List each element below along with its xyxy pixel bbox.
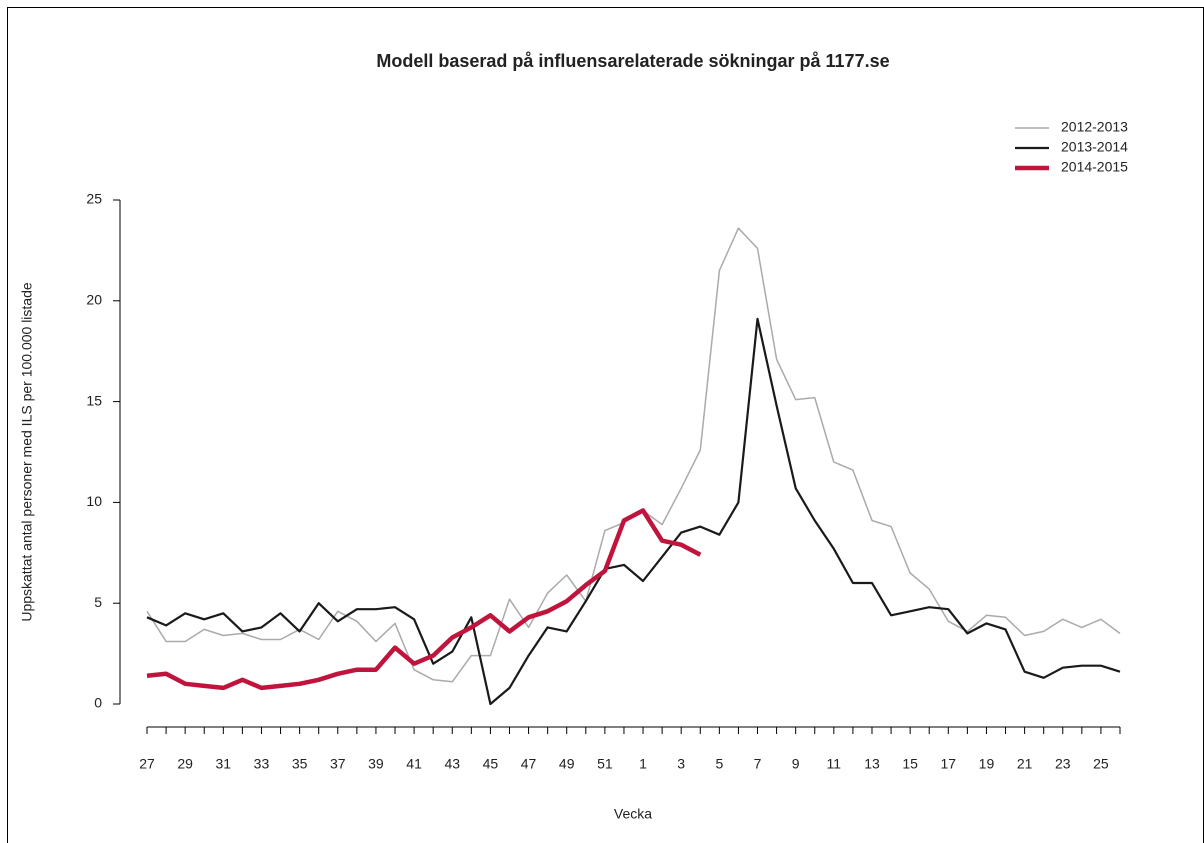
x-tick-label: 47 [521, 756, 537, 772]
x-tick-label: 13 [864, 756, 880, 772]
x-tick-label: 3 [677, 756, 685, 772]
legend-label: 2012-2013 [1061, 119, 1128, 135]
y-tick-label: 5 [94, 594, 102, 610]
x-tick-label: 19 [979, 756, 995, 772]
x-tick-label: 25 [1093, 756, 1109, 772]
x-tick-label: 45 [483, 756, 499, 772]
x-tick-label: 7 [754, 756, 762, 772]
x-tick-label: 41 [406, 756, 422, 772]
x-tick-label: 11 [827, 756, 842, 772]
x-tick-label: 35 [292, 756, 308, 772]
x-tick-label: 23 [1055, 756, 1071, 772]
series-line [146, 227, 1121, 683]
x-tick-label: 9 [792, 756, 800, 772]
x-axis-label: Vecka [614, 806, 652, 822]
series-line [146, 508, 702, 691]
y-tick-label: 10 [86, 493, 102, 509]
legend-label: 2014-2015 [1061, 159, 1128, 175]
x-tick-label: 21 [1017, 756, 1033, 772]
x-tick-label: 49 [559, 756, 575, 772]
legend-label: 2013-2014 [1061, 139, 1128, 155]
x-tick-label: 37 [330, 756, 346, 772]
chart-title: Modell baserad på influensarelaterade sö… [376, 51, 889, 71]
x-tick-label: 51 [597, 756, 613, 772]
y-axis-label: Uppskattat antal personer med ILS per 10… [19, 282, 35, 622]
y-tick-label: 0 [94, 695, 102, 711]
x-tick-label: 17 [941, 756, 957, 772]
y-tick-label: 25 [86, 191, 102, 207]
y-tick-label: 20 [86, 292, 102, 308]
x-tick-label: 29 [177, 756, 193, 772]
x-tick-label: 27 [139, 756, 155, 772]
x-tick-label: 15 [902, 756, 918, 772]
x-tick-label: 43 [444, 756, 460, 772]
x-tick-label: 5 [715, 756, 723, 772]
x-tick-label: 1 [639, 756, 647, 772]
frame [7, 7, 1204, 843]
x-tick-label: 31 [216, 756, 232, 772]
series-line [146, 317, 1121, 706]
x-tick-label: 39 [368, 756, 384, 772]
y-tick-label: 15 [86, 392, 102, 408]
x-tick-label: 33 [254, 756, 270, 772]
